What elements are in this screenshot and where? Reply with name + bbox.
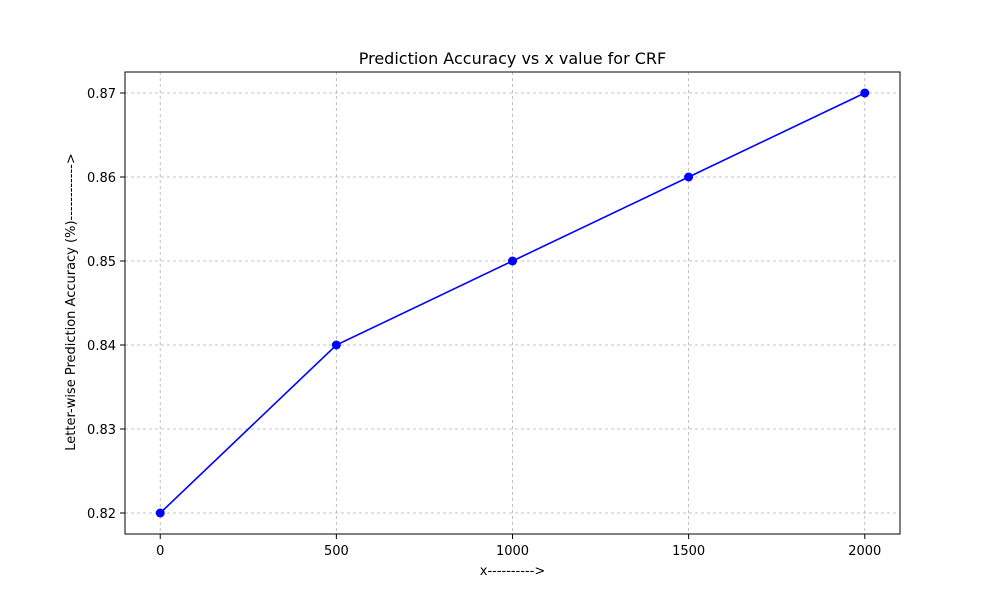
data-point [860, 88, 870, 98]
x-tick-label: 1500 [672, 544, 705, 559]
y-tick-label: 0.83 [87, 423, 116, 438]
x-tick-label: 1000 [496, 544, 529, 559]
chart-title: Prediction Accuracy vs x value for CRF [359, 49, 667, 68]
series-layer [155, 88, 870, 518]
y-tick-label: 0.85 [87, 255, 116, 270]
data-point [331, 340, 341, 350]
x-tick-label: 2000 [848, 544, 881, 559]
y-tick-label: 0.86 [87, 171, 116, 186]
grid-lines [125, 72, 900, 534]
y-tick-label: 0.82 [87, 507, 116, 522]
data-point [508, 256, 517, 266]
y-axis-title: Letter-wise Prediction Accuracy (%)-----… [64, 153, 79, 450]
y-tick-label: 0.87 [87, 87, 116, 102]
x-tick-label: 500 [324, 544, 349, 559]
data-point [684, 172, 694, 182]
y-tick-label: 0.84 [87, 339, 116, 354]
axes: 0 500 1000 1500 2000 0.82 0.83 0.84 0.85 0.86 0.87 [87, 71, 901, 559]
x-tick-label: 0 [156, 544, 164, 559]
data-point [155, 508, 165, 518]
x-axis-title: x----------> [480, 564, 546, 579]
